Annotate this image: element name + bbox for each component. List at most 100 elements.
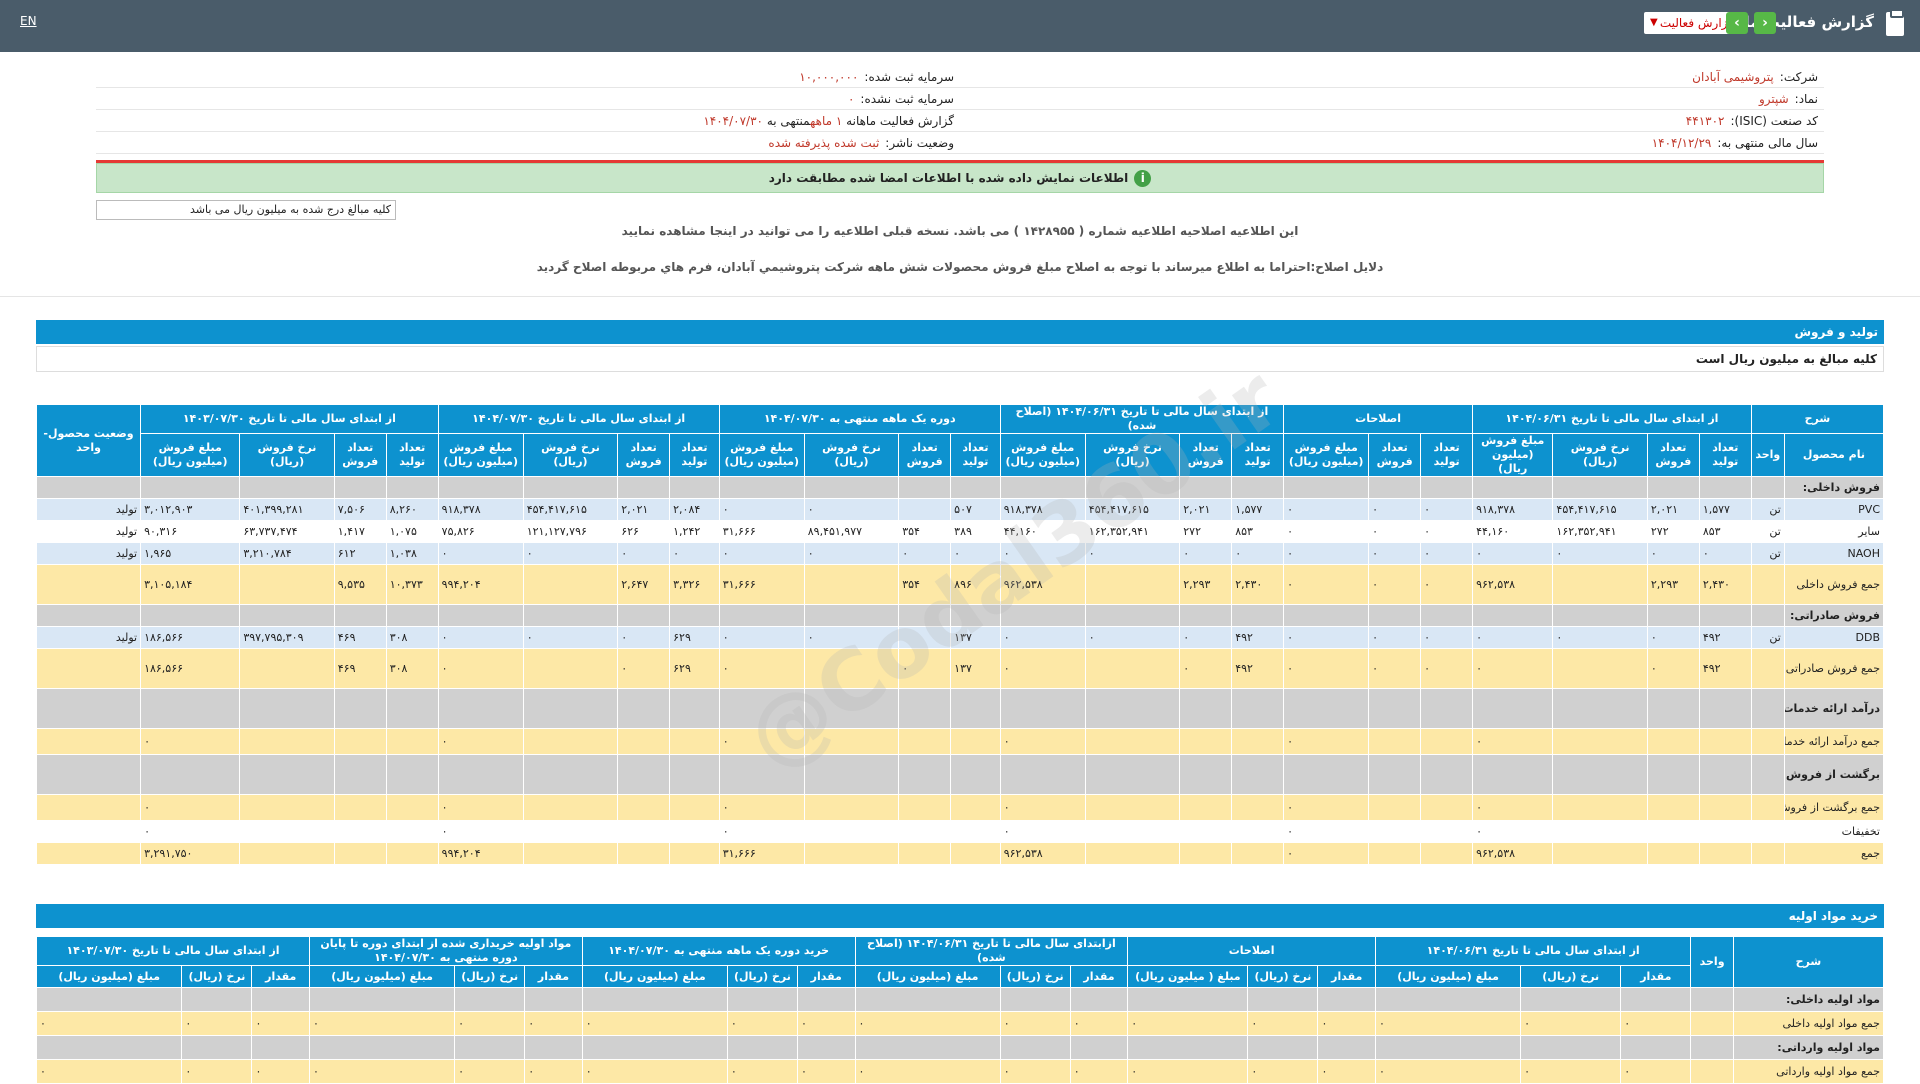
table-cell xyxy=(1750,648,1785,689)
table-cell xyxy=(898,604,952,627)
row-label: DDB xyxy=(1783,626,1885,649)
section-header-raw-materials: خرید مواد اولیه xyxy=(36,904,1884,928)
isic-row: کد صنعت (ISIC): ۴۴۱۳۰۲ xyxy=(960,110,1824,132)
table-cell: ۰ xyxy=(1620,1011,1692,1036)
page-title: گزارش فعالیت ماهانه xyxy=(1713,13,1874,31)
table-cell: ۰ xyxy=(1520,1011,1622,1036)
previous-report-button[interactable]: ‹ xyxy=(1726,12,1748,34)
registered-capital-label: سرمایه ثبت شده: xyxy=(864,70,954,84)
report-type-select[interactable]: گزارش فعالیت ▼ xyxy=(1644,12,1740,34)
table-cell xyxy=(803,476,900,499)
table-cell xyxy=(1690,1011,1734,1036)
production-sales-table: شرح از ابتدای سال مالی تا تاریخ ۱۴۰۴/۰۶/۳… xyxy=(35,404,1885,865)
table-cell xyxy=(1552,604,1648,627)
table-cell: ۲,۶۴۷ xyxy=(617,564,671,605)
column-header: تعداد فروش xyxy=(1179,433,1233,477)
table-cell xyxy=(1552,476,1648,499)
row-label: سایر xyxy=(1783,520,1885,543)
table-cell: ۴۴,۱۶۰ xyxy=(1472,520,1554,543)
table-cell: ۰ xyxy=(1283,648,1370,689)
table-cell: ۲,۴۳۰ xyxy=(1698,564,1752,605)
table-cell xyxy=(1420,604,1474,627)
table-cell xyxy=(1420,728,1474,755)
table-cell xyxy=(1552,564,1648,605)
column-header: مبلغ ( میلیون ریال) xyxy=(1127,965,1249,988)
column-header: نرخ فروش (ریال) xyxy=(1084,433,1181,477)
table-cell xyxy=(1179,476,1233,499)
table-cell: ۰ xyxy=(617,626,671,649)
table-cell xyxy=(1231,688,1285,729)
table-cell xyxy=(140,604,241,627)
table-cell xyxy=(385,794,439,821)
column-header: مبلغ فروش (میلیون ریال) xyxy=(1283,433,1370,477)
table-cell xyxy=(617,476,671,499)
column-header: تعداد تولید xyxy=(1420,433,1474,477)
table-cell xyxy=(669,476,720,499)
next-report-button[interactable]: › xyxy=(1754,12,1776,34)
table-cell: ۰ xyxy=(803,542,900,565)
table-cell xyxy=(35,820,142,843)
column-group-header: دوره یک ماهه منتهی به ۱۴۰۴/۰۷/۳۰ xyxy=(718,404,1001,434)
table-cell: ۰ xyxy=(437,626,524,649)
table-cell: ۳۰۸ xyxy=(385,626,439,649)
table-cell: ۱,۵۷۷ xyxy=(1698,498,1752,521)
table-cell xyxy=(35,476,142,499)
table-cell: ۰ xyxy=(617,542,671,565)
table-cell: ۱,۴۱۷ xyxy=(333,520,387,543)
table-cell: ۸۵۳ xyxy=(1231,520,1285,543)
table-cell: ۲,۰۲۱ xyxy=(1179,498,1233,521)
table-cell: ۱۰,۳۷۳ xyxy=(385,564,439,605)
table-cell: ۰ xyxy=(1472,626,1554,649)
table-cell xyxy=(437,688,524,729)
table-cell xyxy=(1698,794,1752,821)
report-period-label: گزارش فعالیت ماهانه xyxy=(846,114,954,128)
table-cell: ۹۶۲,۵۳۸ xyxy=(1472,564,1554,605)
table-cell xyxy=(239,794,335,821)
table-cell: ۰ xyxy=(718,648,805,689)
table-cell: ۷,۵۰۶ xyxy=(333,498,387,521)
column-group-header: ازابتدای سال مالی تا تاریخ ۱۴۰۴/۰۶/۳۱ (ا… xyxy=(854,936,1129,966)
row-label: جمع فروش داخلی xyxy=(1783,564,1885,605)
table-cell xyxy=(1750,564,1785,605)
table-cell: ۰ xyxy=(1084,626,1181,649)
language-switch-link[interactable]: EN xyxy=(20,14,37,28)
table-cell: ۹۰,۳۱۶ xyxy=(140,520,241,543)
table-cell xyxy=(1368,688,1422,729)
column-header: تعداد فروش xyxy=(333,433,387,477)
table-row: NAOH تن ۰ ۰ ۰ ۰ ۰ ۰ ۰ ۰ ۰ ۰ ۰ ۰ ۰ ۰ ۰ ۰ ۰ ۰ ۰ ۱,۰۳۸ ۶۱۲ ۳,۲۱۰,۷… xyxy=(35,542,1885,565)
amendment-notice[interactable]: این اطلاعیه اصلاحیه اطلاعیه شماره ( ۱۴۲۸… xyxy=(621,224,1299,238)
table-cell: ۳,۱۰۵,۱۸۴ xyxy=(140,564,241,605)
table-cell xyxy=(1698,754,1752,795)
table-cell xyxy=(950,754,1001,795)
table-cell xyxy=(1552,754,1648,795)
table-cell: ۲,۲۹۳ xyxy=(1179,564,1233,605)
table-cell: ۰ xyxy=(1646,542,1700,565)
table-cell xyxy=(1084,842,1181,865)
table-cell xyxy=(1750,604,1785,627)
table-cell xyxy=(898,754,952,795)
column-group-header: مواد اولیه خریداری شده از ابتدای دوره تا… xyxy=(308,936,583,966)
info-icon: i xyxy=(1134,170,1152,187)
report-type-value: گزارش فعالیت xyxy=(1659,16,1734,30)
table-cell: ۹۱۸,۳۷۸ xyxy=(1472,498,1554,521)
clipboard-icon xyxy=(1886,9,1904,36)
symbol-label: نماد: xyxy=(1794,92,1818,106)
column-header: مبلغ فروش (میلیون ریال) xyxy=(140,433,241,477)
table-cell xyxy=(1690,1035,1734,1060)
table-cell xyxy=(617,842,671,865)
table-cell xyxy=(854,1035,1001,1060)
column-group-header: از ابتدای سال مالی تا تاریخ ۱۴۰۴/۰۷/۳۰ xyxy=(437,404,720,434)
table-cell xyxy=(437,754,524,795)
table-cell: ۹۱۸,۳۷۸ xyxy=(437,498,524,521)
company-name: پتروشیمی آبادان xyxy=(1692,70,1774,84)
company-name-label: شرکت: xyxy=(1779,70,1818,84)
table-cell: ۰ xyxy=(1375,1011,1522,1036)
column-group-header: از ابتدای سال مالی تا تاریخ ۱۴۰۳/۰۷/۳۰ xyxy=(36,936,310,966)
table-cell: ۹۶۲,۵۳۸ xyxy=(1472,842,1554,865)
table-cell xyxy=(1698,688,1752,729)
table-cell xyxy=(718,688,805,729)
table-cell xyxy=(898,842,952,865)
column-header: تعداد تولید xyxy=(1231,433,1285,477)
table-cell xyxy=(308,1035,456,1060)
table-cell xyxy=(333,754,387,795)
